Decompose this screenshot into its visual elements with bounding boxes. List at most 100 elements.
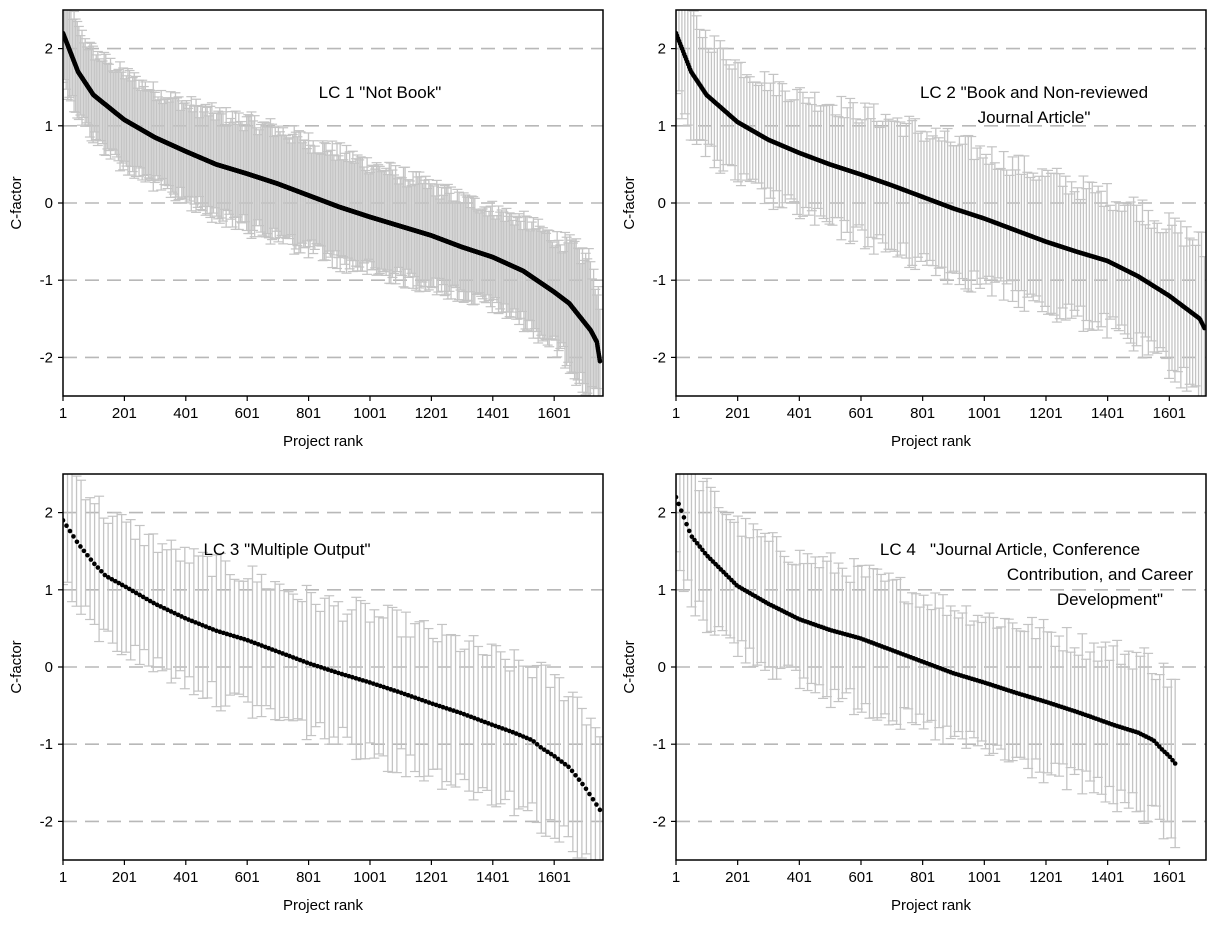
x-axis-title: Project rank xyxy=(283,897,364,914)
data-point xyxy=(468,714,474,720)
data-point xyxy=(475,717,481,722)
x-tick-label: 1201 xyxy=(1029,405,1062,422)
data-point xyxy=(290,655,296,660)
data-point xyxy=(388,687,394,692)
data-point xyxy=(587,791,592,797)
data-point xyxy=(430,701,435,707)
data-point xyxy=(308,661,313,667)
y-tick-label: 2 xyxy=(45,505,53,522)
data-point xyxy=(137,592,143,598)
x-tick-label: 1001 xyxy=(968,405,1001,422)
data-point xyxy=(447,707,453,712)
data-point xyxy=(433,702,439,708)
data-point xyxy=(357,677,362,682)
data-point xyxy=(207,625,212,631)
data-point xyxy=(147,598,153,604)
data-point xyxy=(126,586,132,592)
data-point xyxy=(398,690,404,696)
data-point xyxy=(594,802,599,807)
data-point xyxy=(71,534,76,539)
data-point xyxy=(702,550,708,556)
data-point xyxy=(102,572,108,578)
data-point xyxy=(384,685,390,691)
data-point xyxy=(395,689,401,694)
panel-1: 210-1-21 201 401 601 801 1001 1201 1401 1601Proj… xyxy=(8,9,604,450)
data-point xyxy=(64,523,69,528)
panel-title: LC 1 "Not Book" xyxy=(319,83,442,102)
data-point xyxy=(224,631,230,637)
data-point xyxy=(252,640,258,646)
data-point xyxy=(248,639,254,644)
x-tick-label: 201 xyxy=(112,869,137,886)
y-tick-label: 1 xyxy=(658,118,666,135)
x-tick-label: 1201 xyxy=(415,869,448,886)
y-tick-label: -2 xyxy=(653,349,666,366)
data-point xyxy=(527,737,533,742)
data-point xyxy=(506,728,512,734)
x-tick-label: 1 xyxy=(672,405,680,422)
data-point xyxy=(336,670,341,676)
x-tick-label: 1 xyxy=(59,869,67,886)
data-point xyxy=(520,734,526,739)
data-point xyxy=(116,580,122,586)
data-point xyxy=(583,786,589,792)
data-point xyxy=(311,662,317,668)
data-point xyxy=(242,636,247,642)
data-point xyxy=(165,607,170,613)
x-tick-label: 801 xyxy=(296,405,321,422)
data-point xyxy=(697,544,703,549)
x-tick-label: 1601 xyxy=(1153,405,1186,422)
data-point xyxy=(88,557,94,562)
x-axis-title: Project rank xyxy=(283,433,364,450)
data-point xyxy=(689,534,695,539)
data-point xyxy=(78,544,83,549)
data-point xyxy=(189,618,195,624)
data-point xyxy=(95,565,101,570)
data-point xyxy=(221,630,226,636)
data-point xyxy=(503,727,509,732)
data-point xyxy=(266,645,272,651)
data-point xyxy=(228,632,233,638)
data-point xyxy=(590,796,596,802)
y-tick-label: 2 xyxy=(658,41,666,58)
data-point xyxy=(409,694,414,699)
error-bars xyxy=(676,474,1181,849)
data-point xyxy=(186,617,191,622)
data-point xyxy=(158,604,163,609)
data-point xyxy=(350,674,355,680)
data-point xyxy=(548,751,554,757)
data-point xyxy=(489,722,495,727)
data-point xyxy=(123,584,129,590)
data-point xyxy=(482,719,488,725)
data-point xyxy=(496,724,502,730)
y-tick-label: -2 xyxy=(40,813,53,830)
panel-2: 210-1-21 201 401 601 801 1001 1201 1401 1601Proj… xyxy=(621,9,1207,450)
x-tick-label: 801 xyxy=(296,869,321,886)
data-point xyxy=(437,703,442,709)
panel-title: Journal Article" xyxy=(978,108,1091,127)
data-point xyxy=(273,648,278,654)
data-points xyxy=(63,518,603,813)
data-point xyxy=(144,596,149,602)
data-point xyxy=(371,681,376,686)
data-point xyxy=(294,656,299,662)
y-tick-label: -2 xyxy=(40,349,53,366)
x-tick-label: 1001 xyxy=(353,869,386,886)
x-tick-label: 1 xyxy=(59,405,67,422)
data-point xyxy=(458,710,463,716)
y-axis-title: C-factor xyxy=(8,176,25,229)
data-point xyxy=(304,660,310,665)
x-tick-label: 1001 xyxy=(353,405,386,422)
data-point xyxy=(238,635,244,641)
x-tick-label: 1401 xyxy=(1091,405,1124,422)
data-point xyxy=(119,582,125,588)
panel-title: LC 2 "Book and Non-reviewed xyxy=(920,83,1148,102)
data-point xyxy=(569,768,575,774)
data-point xyxy=(692,537,697,543)
data-point xyxy=(210,627,216,632)
data-point xyxy=(367,680,373,685)
data-point xyxy=(280,651,285,656)
data-point xyxy=(255,641,261,647)
data-point xyxy=(140,594,146,600)
